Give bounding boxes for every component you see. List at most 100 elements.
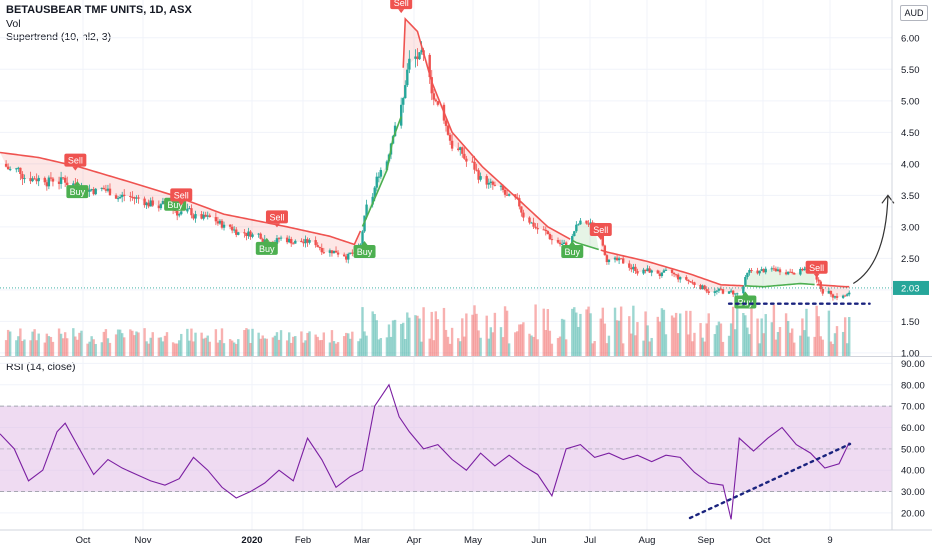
volume-bar <box>334 343 338 356</box>
supertrend-segment <box>745 282 815 288</box>
volume-bar <box>399 323 403 356</box>
candle-body <box>672 272 676 275</box>
volume-bar <box>687 334 690 356</box>
candle-body <box>715 290 719 292</box>
rsi-legend[interactable]: RSI (14, close) <box>6 361 76 373</box>
volume-bar <box>786 320 790 356</box>
candle-body <box>43 177 47 183</box>
candle-body <box>772 268 776 270</box>
candle-body <box>247 231 250 237</box>
volume-bar <box>507 343 511 356</box>
candle-body <box>558 242 562 245</box>
volume-bar <box>715 325 719 356</box>
candle-body <box>634 266 637 272</box>
candle-body <box>49 177 53 179</box>
volume-bar <box>571 308 574 356</box>
candle-body <box>827 290 831 294</box>
candle-body <box>848 292 851 295</box>
candle-body <box>61 177 65 179</box>
supertrend-legend[interactable]: Supertrend (10, hl2, 3) <box>6 31 112 43</box>
candle-body <box>699 285 702 290</box>
volume-bar <box>247 329 250 356</box>
rsi-tick-label: 90.00 <box>901 359 925 370</box>
volume-bar <box>560 318 564 356</box>
candle-body <box>151 200 154 206</box>
candle-body <box>228 224 232 227</box>
volume-bar <box>137 332 140 356</box>
volume-bar <box>705 323 708 356</box>
volume-bar <box>257 332 260 356</box>
volume-bar <box>365 335 368 356</box>
candle-body <box>330 250 334 254</box>
volume-bar <box>530 335 533 356</box>
candle-body <box>560 243 564 245</box>
volume-legend[interactable]: Vol <box>6 18 21 30</box>
candle-body <box>587 223 590 225</box>
signal-label: Buy <box>738 297 754 307</box>
rsi-line <box>0 383 850 520</box>
candle-body <box>799 268 802 275</box>
volume-bar <box>691 341 694 356</box>
candle-body <box>742 285 745 294</box>
volume-bar <box>821 339 824 356</box>
volume-bar <box>287 332 291 356</box>
candle-body <box>603 245 607 256</box>
candle-body <box>475 169 478 171</box>
volume-bar <box>4 340 8 356</box>
volume-bar <box>304 340 307 356</box>
currency-badge[interactable]: AUD <box>900 5 928 21</box>
volume-bar <box>473 305 476 356</box>
buy-signal: Buy <box>66 181 89 199</box>
volume-bar <box>279 330 283 356</box>
volume-bar <box>100 342 104 356</box>
candle-body <box>841 295 845 298</box>
candle-body <box>108 188 112 196</box>
time-tick-label: 2020 <box>241 535 262 546</box>
volume-bar <box>518 324 521 356</box>
candle-body <box>351 252 354 254</box>
candle-body <box>463 153 466 159</box>
candle-body <box>318 246 321 248</box>
candle-body <box>418 52 421 60</box>
candles <box>4 41 851 301</box>
volume-bar <box>161 341 165 356</box>
buy-signal: Buy <box>255 237 278 255</box>
volume-bar <box>149 337 152 356</box>
candle-body <box>214 217 218 222</box>
volume-bar <box>430 311 433 356</box>
volume-bar <box>729 323 733 356</box>
time-tick-label: Jul <box>584 535 596 546</box>
candle-body <box>35 179 38 182</box>
candle-body <box>218 220 222 224</box>
volume-bar <box>679 313 682 356</box>
volume-bar <box>815 305 818 356</box>
volume-bar <box>793 342 796 356</box>
candle-body <box>147 202 150 207</box>
volume-bar <box>261 335 264 356</box>
candle-body <box>544 229 547 232</box>
price-tick-label: 3.50 <box>901 191 920 202</box>
candle-body <box>416 56 419 60</box>
volume-bar <box>841 331 845 356</box>
candle-body <box>487 183 490 185</box>
volume-bar <box>418 318 421 356</box>
candle-body <box>129 195 132 197</box>
volume-bar <box>807 336 810 356</box>
candle-body <box>707 291 710 293</box>
supertrend-segment <box>571 239 599 251</box>
volume-bar <box>379 338 383 356</box>
volume-bar <box>387 324 391 356</box>
volume-bar <box>564 339 568 356</box>
rsi-tick-label: 20.00 <box>901 508 925 519</box>
volume-bar <box>347 333 350 356</box>
volume-bar <box>685 310 688 356</box>
candle-body <box>701 285 704 290</box>
volume-bar <box>562 319 566 356</box>
candle-body <box>662 270 666 273</box>
volume-bar <box>178 340 181 356</box>
candle-body <box>499 185 503 187</box>
price-tick-label: 1.50 <box>901 317 920 328</box>
volume-bar <box>833 333 837 356</box>
